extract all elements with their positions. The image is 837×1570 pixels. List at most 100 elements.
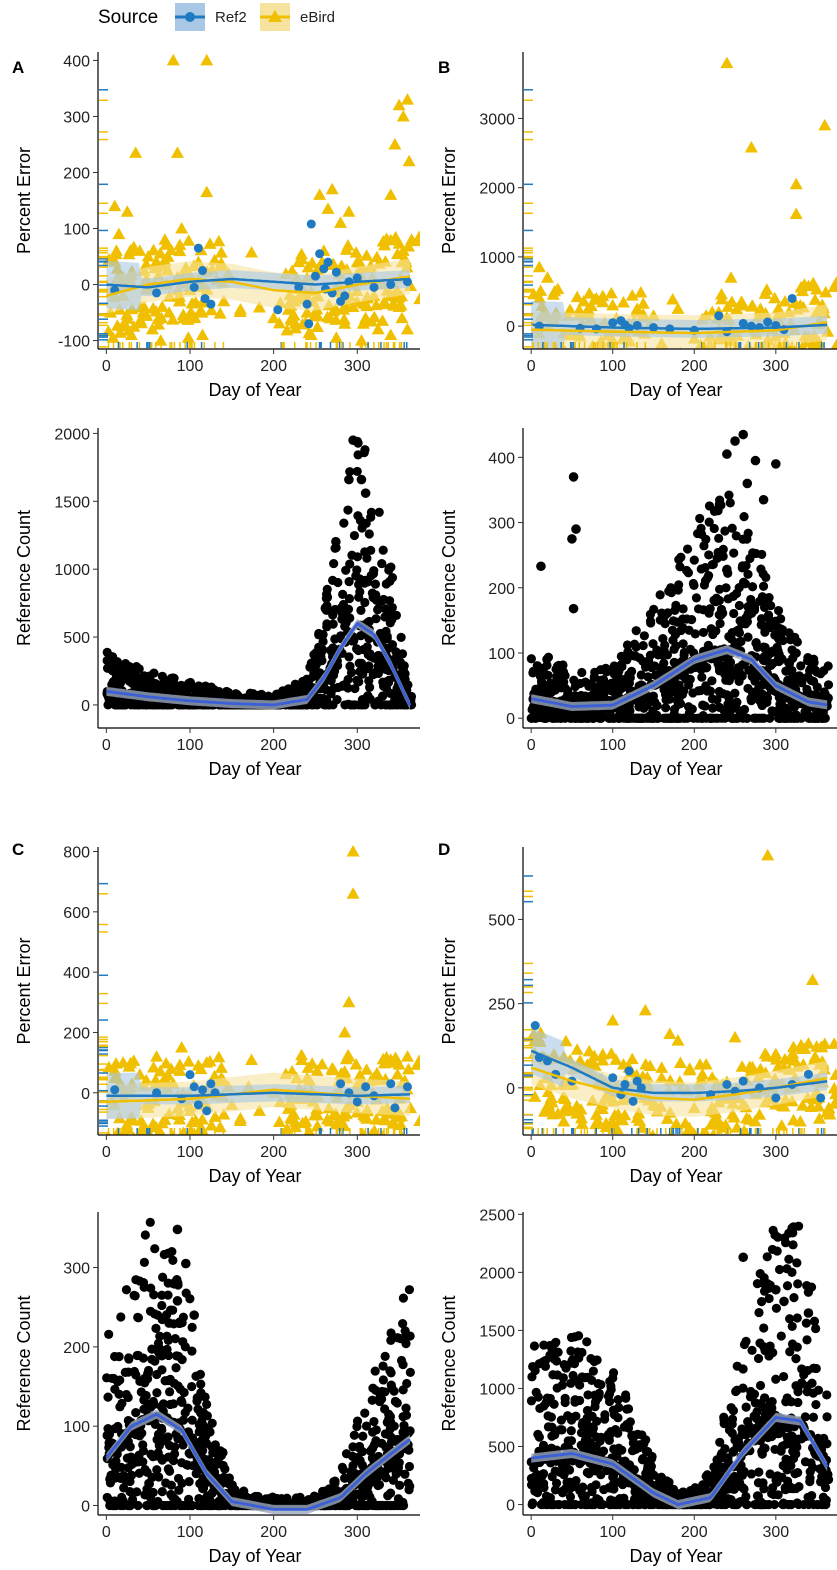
x-axis-title: Day of Year [629, 380, 722, 400]
reference-point [169, 1449, 180, 1459]
reference-point [638, 640, 648, 651]
reference-point [358, 1431, 368, 1441]
ebird-point [137, 300, 151, 312]
reference-point [634, 697, 644, 708]
reference-point [784, 657, 794, 668]
reference-point [380, 1351, 390, 1361]
ebird-point [606, 1013, 620, 1026]
ebird-smooth-line [106, 275, 411, 298]
reference-point [369, 1416, 379, 1427]
ebird-point [828, 1096, 837, 1108]
ebird-point [153, 246, 167, 259]
reference-point [367, 1395, 377, 1405]
ebird-point [127, 240, 141, 253]
reference-point [655, 590, 665, 600]
reference-point [714, 662, 724, 672]
ebird-point [606, 298, 620, 311]
ebird-point [736, 298, 750, 311]
reference-point [357, 523, 367, 533]
ref2-point [369, 282, 379, 292]
reference-point [691, 593, 702, 603]
reference-point [396, 632, 406, 642]
ebird-point [550, 348, 552, 349]
ebird-point [124, 328, 138, 340]
reference-point [386, 1380, 396, 1390]
ref2-point [110, 1085, 120, 1095]
x-tick-label: 0 [102, 1144, 111, 1161]
reference-point [402, 1378, 412, 1389]
y-tick-label: 400 [488, 450, 515, 467]
reference-point [750, 602, 760, 612]
ebird-point [154, 334, 168, 346]
reference-point [731, 588, 742, 599]
ebird-point [346, 887, 360, 899]
reference-point [737, 563, 747, 573]
ref2-point [763, 317, 773, 327]
x-tick-label: 300 [344, 737, 371, 754]
reference-point [671, 600, 681, 610]
ebird-point [578, 360, 591, 372]
ebird-point [733, 348, 735, 349]
ebird-point [811, 1099, 825, 1112]
ebird-point [182, 234, 196, 246]
reference-point [366, 507, 377, 517]
ebird-point [285, 1064, 299, 1077]
ebird-point [158, 1113, 172, 1125]
reference-point [132, 1487, 142, 1497]
ebird-point [786, 1046, 800, 1059]
reference-point [357, 700, 367, 710]
reference-point [321, 605, 331, 615]
ebird-point [823, 1108, 837, 1120]
ebird-point [669, 1117, 683, 1129]
ebird-point [129, 146, 143, 158]
reference-point [738, 577, 749, 587]
ebird-point [287, 309, 301, 321]
ebird-point [818, 1037, 832, 1050]
ebird-point [720, 56, 734, 69]
reference-point [678, 639, 688, 649]
ebird-point [329, 331, 343, 343]
ebird-point [313, 188, 327, 200]
reference-point [703, 640, 713, 650]
ebird-point [128, 1134, 130, 1135]
ebird-point [307, 1108, 321, 1121]
ebird-point [310, 1064, 324, 1077]
ebird-point [557, 1115, 571, 1127]
reference-point [742, 713, 752, 723]
ref2-point [193, 1100, 203, 1110]
reference-point [604, 713, 614, 723]
reference-point [360, 597, 370, 608]
reference-point [630, 651, 641, 661]
reference-point [731, 531, 741, 541]
chart-c-percent-error: 0 100 200 300 0 200 400 600 800 Day of Year Percen… [0, 835, 420, 1195]
ebird-point [299, 1114, 313, 1127]
reference-point [676, 625, 686, 636]
reference-point [210, 1467, 220, 1477]
ebird-point [360, 249, 374, 261]
reference-point [196, 1379, 206, 1389]
ebird-point [413, 292, 420, 305]
reference-point [183, 1500, 193, 1511]
ebird-point [649, 1129, 657, 1135]
ebird-point [722, 366, 735, 378]
reference-point [386, 1437, 397, 1447]
ref2-point [390, 1103, 400, 1113]
ebird-point [384, 188, 398, 200]
reference-point [713, 547, 723, 558]
reference-point [747, 687, 757, 697]
ref2-point [386, 280, 396, 290]
ebird-point [280, 323, 294, 336]
reference-point [595, 693, 606, 703]
reference-point [153, 1338, 164, 1348]
ebird-point [538, 364, 551, 376]
ebird-point [575, 360, 588, 372]
x-axis-title: Day of Year [208, 380, 301, 400]
ebird-point [744, 141, 758, 153]
reference-point [645, 650, 656, 660]
ebird-point [214, 1061, 228, 1073]
rug-marks [524, 875, 826, 1134]
reference-point [629, 639, 640, 649]
reference-point [778, 713, 788, 723]
ebird-point [405, 233, 419, 245]
ebird-point [532, 291, 546, 304]
